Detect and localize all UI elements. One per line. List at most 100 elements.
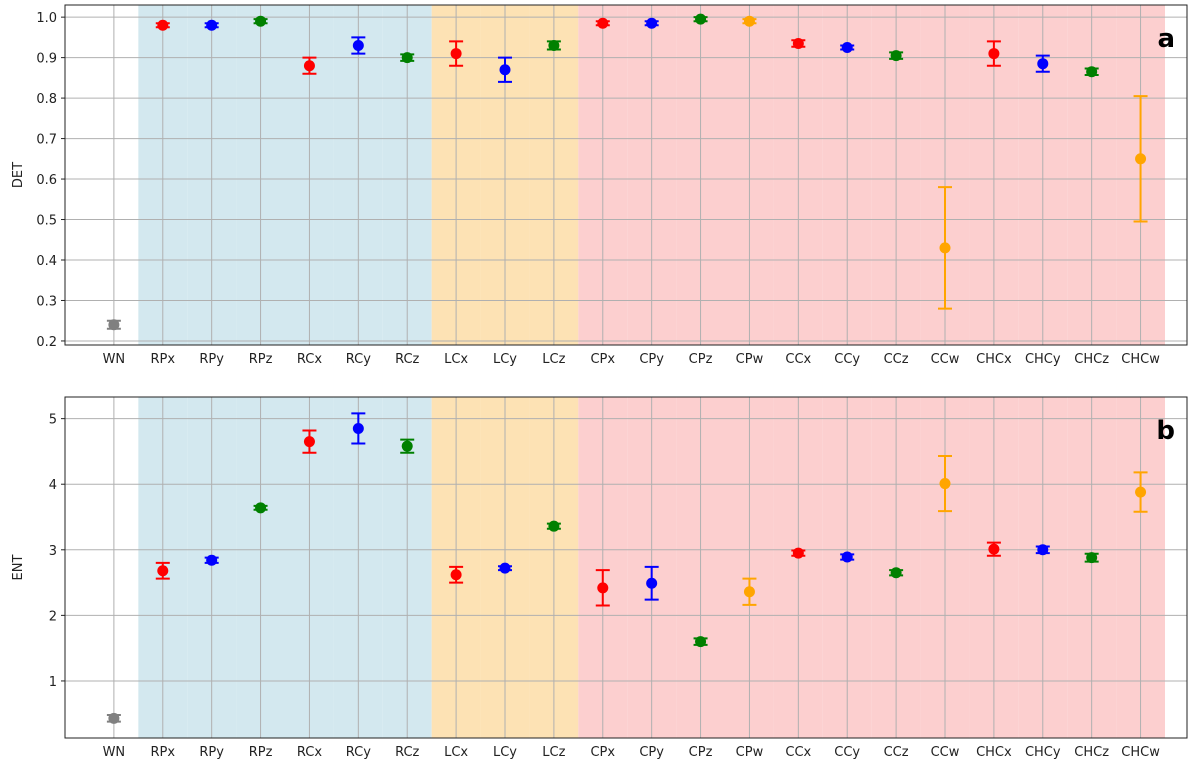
y-tick-label: 5	[49, 413, 57, 428]
point	[988, 543, 1000, 555]
point	[597, 582, 609, 594]
point	[1037, 544, 1049, 556]
x-tick-label: CCx	[785, 352, 811, 367]
y-tick-label: 0.8	[36, 92, 57, 107]
point	[841, 551, 853, 563]
point	[988, 48, 1000, 60]
x-tick-label: RPz	[249, 352, 273, 367]
panel: 1 2 3 4 5 WN RPx RPy RPz RCx RCy RCz LCx LCy LCz CPx CPy…	[11, 396, 1188, 760]
x-tick-label: RCz	[395, 352, 419, 367]
x-tick-label: CHCz	[1074, 352, 1109, 367]
x-tick-label: WN	[103, 745, 126, 760]
point	[255, 15, 267, 27]
x-tick-label: CHCw	[1121, 745, 1160, 760]
x-tick-label: CPx	[590, 745, 615, 760]
x-tick-label: LCy	[493, 352, 517, 367]
y-tick-label: 0.4	[36, 254, 57, 269]
y-tick-label: 3	[49, 544, 57, 559]
point	[1135, 486, 1147, 498]
x-tick-label: CCx	[785, 745, 811, 760]
point	[352, 422, 364, 434]
point	[841, 42, 853, 53]
x-tick-label: CHCz	[1074, 745, 1109, 760]
point	[792, 547, 804, 559]
x-tick-label: CCz	[884, 352, 909, 367]
x-tick-label: RPz	[249, 745, 273, 760]
point	[695, 636, 707, 648]
x-tick-label: CHCx	[976, 745, 1012, 760]
point	[1037, 58, 1049, 70]
point	[499, 64, 511, 76]
x-tick-label: RCy	[346, 745, 371, 760]
point	[303, 60, 315, 72]
point	[890, 50, 902, 62]
x-tick-label: CCw	[931, 745, 960, 760]
plot-frame	[64, 396, 1188, 739]
point	[157, 19, 169, 31]
point	[303, 436, 315, 448]
x-tick-label: CHCy	[1025, 352, 1061, 367]
y-tick-label: 1.0	[36, 11, 57, 26]
x-tick-label: CHCx	[976, 352, 1012, 367]
x-tick-label: WN	[103, 352, 126, 367]
y-tick-label: 2	[49, 609, 57, 624]
x-tick-label: RCx	[297, 352, 322, 367]
x-tick-label: CPx	[590, 352, 615, 367]
x-tick-label: RPy	[199, 352, 224, 367]
y-tick-label: 0.2	[36, 335, 57, 350]
point	[646, 577, 658, 589]
y-tick-label: 0.6	[36, 173, 57, 188]
y-axis-label: DET	[11, 162, 26, 188]
y-tick-label: 0.3	[36, 294, 57, 309]
x-tick-label: CPy	[639, 352, 664, 367]
point	[157, 565, 169, 577]
x-tick-label: CHCy	[1025, 745, 1061, 760]
point	[548, 39, 560, 51]
x-tick-label: CCw	[931, 352, 960, 367]
x-tick-label: CPw	[736, 745, 764, 760]
x-tick-label: CCy	[834, 745, 860, 760]
x-tick-label: LCy	[493, 745, 517, 760]
x-tick-label: RCz	[395, 745, 419, 760]
y-tick-label: 4	[49, 478, 57, 493]
point	[597, 17, 609, 29]
x-tick-label: RCy	[346, 352, 371, 367]
y-tick-label: 0.7	[36, 133, 57, 148]
point	[108, 319, 120, 331]
point	[499, 562, 511, 574]
point	[206, 554, 218, 566]
point	[743, 586, 755, 598]
x-tick-label: CPz	[689, 352, 713, 367]
x-tick-label: CPy	[639, 745, 664, 760]
point	[890, 567, 902, 579]
x-tick-label: LCx	[444, 745, 468, 760]
x-tick-label: LCz	[542, 352, 565, 367]
x-tick-label: LCx	[444, 352, 468, 367]
x-tick-label: CPw	[736, 352, 764, 367]
x-tick-label: CCz	[884, 745, 909, 760]
point	[646, 17, 658, 29]
point	[255, 502, 267, 514]
point	[939, 242, 951, 254]
point	[1086, 66, 1098, 78]
x-tick-label: RPx	[150, 745, 175, 760]
point	[939, 478, 951, 490]
point	[1135, 153, 1147, 165]
plot-frame	[64, 4, 1188, 346]
point	[743, 15, 755, 27]
x-tick-label: CCy	[834, 352, 860, 367]
panel-label: a	[1157, 24, 1175, 54]
y-tick-label: 0.5	[36, 214, 57, 229]
point	[450, 48, 462, 60]
point	[401, 440, 413, 452]
x-tick-label: CHCw	[1121, 352, 1160, 367]
y-tick-label: 0.9	[36, 52, 57, 67]
x-tick-label: RCx	[297, 745, 322, 760]
point	[206, 19, 218, 31]
x-tick-label: RPx	[150, 352, 175, 367]
x-tick-label: CPz	[689, 745, 713, 760]
y-axis-label: ENT	[11, 555, 26, 581]
point	[108, 712, 120, 724]
x-tick-label: LCz	[542, 745, 565, 760]
